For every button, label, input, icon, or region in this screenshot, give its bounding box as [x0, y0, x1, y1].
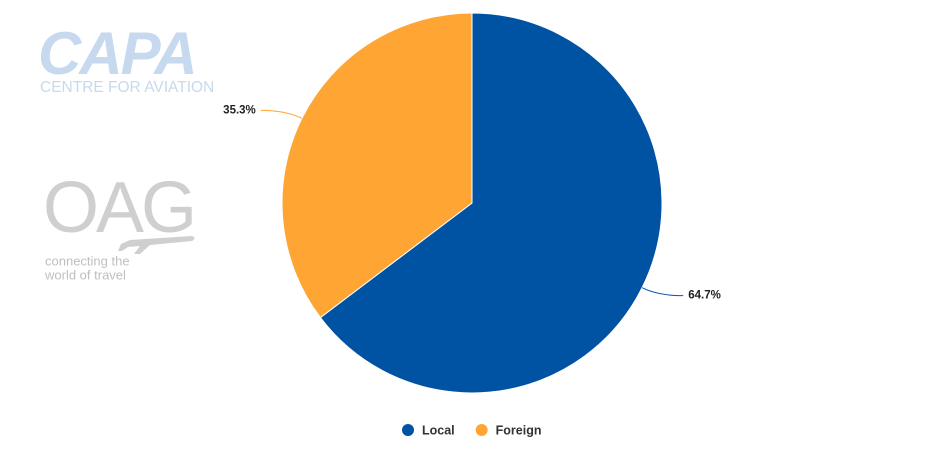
leader-line	[641, 287, 684, 297]
logo-line: connecting the	[45, 253, 130, 268]
pie-slice	[281, 12, 473, 319]
capa-logo: CAPA CENTRE FOR AVIATION	[38, 20, 214, 96]
logo-line: world of travel	[44, 267, 126, 282]
logo-line: CENTRE FOR AVIATION	[40, 79, 214, 96]
legend-label: Local	[422, 423, 455, 437]
oag-logo: OAG connecting the world of travel	[43, 168, 197, 282]
leader-line	[260, 109, 303, 119]
plane-icon	[118, 236, 195, 254]
data-label: 64.7%	[688, 290, 721, 302]
legend-marker	[402, 424, 414, 436]
legend-label: Foreign	[496, 423, 542, 437]
logo-title: CAPA	[38, 20, 196, 87]
legend-marker	[475, 424, 488, 436]
logo-title: OAG	[43, 168, 194, 248]
data-label: 35.3%	[223, 104, 256, 116]
pie-slice	[319, 12, 663, 394]
